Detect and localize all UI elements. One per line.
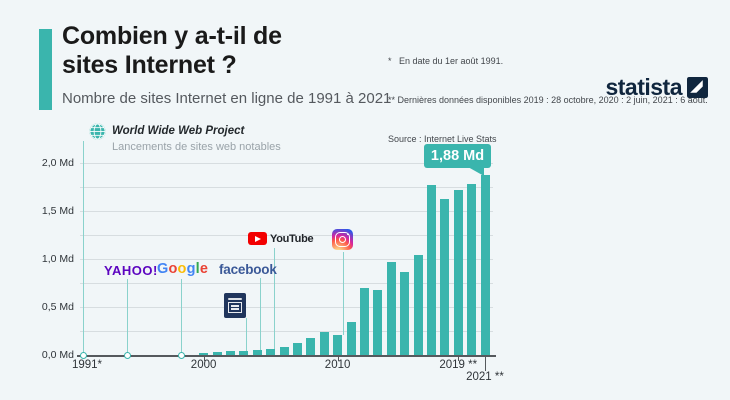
x-tick-mark (337, 356, 339, 361)
callout-pointer (468, 167, 484, 176)
x-tick-mark (485, 356, 486, 371)
bar-2020 (467, 184, 477, 355)
footnote-source: Source : Internet Live Stats (388, 134, 497, 144)
y-tick-label: 1,5 Md (41, 205, 74, 217)
bar-2009 (319, 332, 329, 355)
bar-2013 (373, 290, 383, 355)
yahoo-baseline-dot (123, 351, 131, 359)
bar-2007 (292, 343, 302, 355)
bar-2005 (266, 348, 276, 355)
bar-2021 (480, 174, 490, 355)
youtube-logo: YouTube (248, 232, 314, 245)
page-title-line1: Combien y a-t-il de (62, 22, 282, 50)
statista-mark-icon (687, 77, 708, 98)
latest-value-callout: 1,88 Md (424, 144, 491, 168)
youtube-connector-line (274, 248, 275, 349)
bar-2018 (440, 198, 450, 355)
bar-2003 (239, 351, 249, 355)
bar-2015 (400, 272, 410, 355)
x-tick-mark (203, 356, 205, 361)
x-axis-line (77, 355, 496, 357)
x-tick-label: 2021 ** (466, 371, 504, 383)
instagram-connector-line (343, 252, 344, 335)
page-title-line2: sites Internet ? (62, 51, 237, 79)
dark-square-logo (224, 293, 246, 318)
x-tick-label: 2010 (324, 359, 351, 371)
bar-2014 (386, 261, 396, 355)
www-connector-line (83, 141, 84, 355)
bar-2000 (199, 353, 209, 355)
bar-2012 (359, 288, 369, 355)
facebook-connector-line (260, 278, 261, 350)
footnote-2: ** Dernières données disponibles 2019 : … (388, 95, 708, 105)
bar-2008 (306, 338, 316, 355)
instagram-icon (332, 229, 353, 250)
youtube-wordmark: YouTube (270, 232, 314, 245)
statista-logo: statista (605, 74, 708, 101)
google-baseline-dot (177, 351, 185, 359)
x-tick-mark (458, 356, 460, 361)
y-tick-label: 1,0 Md (41, 253, 74, 265)
bar-2011 (346, 321, 356, 355)
bar-2017 (426, 185, 436, 355)
www-baseline-dot (79, 351, 87, 359)
bar-2002 (225, 351, 235, 355)
bar-2004 (252, 350, 262, 355)
www-project-label: World Wide Web Project (112, 125, 245, 137)
bar-2001 (212, 352, 222, 355)
x-tick-label: 1991* (71, 359, 103, 371)
youtube-play-icon (248, 232, 267, 245)
x-tick-label: 2019 ** (439, 359, 478, 371)
bar-2010 (333, 335, 343, 355)
title-accent-bar (39, 29, 52, 110)
google-wordmark: Google (157, 261, 209, 277)
facebook-wordmark: facebook (219, 262, 277, 277)
globe-icon (89, 123, 106, 140)
google-connector-line (181, 279, 182, 355)
bar-2016 (413, 254, 423, 355)
notable-launches-label: Lancements de sites web notables (112, 141, 281, 153)
yahoo-wordmark: YAHOO! (104, 263, 158, 278)
page-title: Combien y a-t-il de sites Internet ? (62, 22, 282, 80)
x-tick-label: 2000 (190, 359, 217, 371)
footnotes: * En date du 1er août 1991. ** Dernières… (388, 29, 708, 172)
page-subtitle: Nombre de sites Internet en ligne de 199… (62, 90, 392, 107)
footnote-1: * En date du 1er août 1991. (388, 56, 504, 66)
y-tick-label: 0,5 Md (41, 301, 74, 313)
y-tick-label: 2,0 Md (41, 157, 74, 169)
y-tick-label: 0,0 Md (41, 349, 74, 361)
bar-2019 (453, 189, 463, 355)
bar-2006 (279, 346, 289, 355)
yahoo-connector-line (127, 279, 128, 355)
statista-wordmark: statista (605, 74, 682, 100)
dark-site-connector-line (246, 318, 247, 351)
